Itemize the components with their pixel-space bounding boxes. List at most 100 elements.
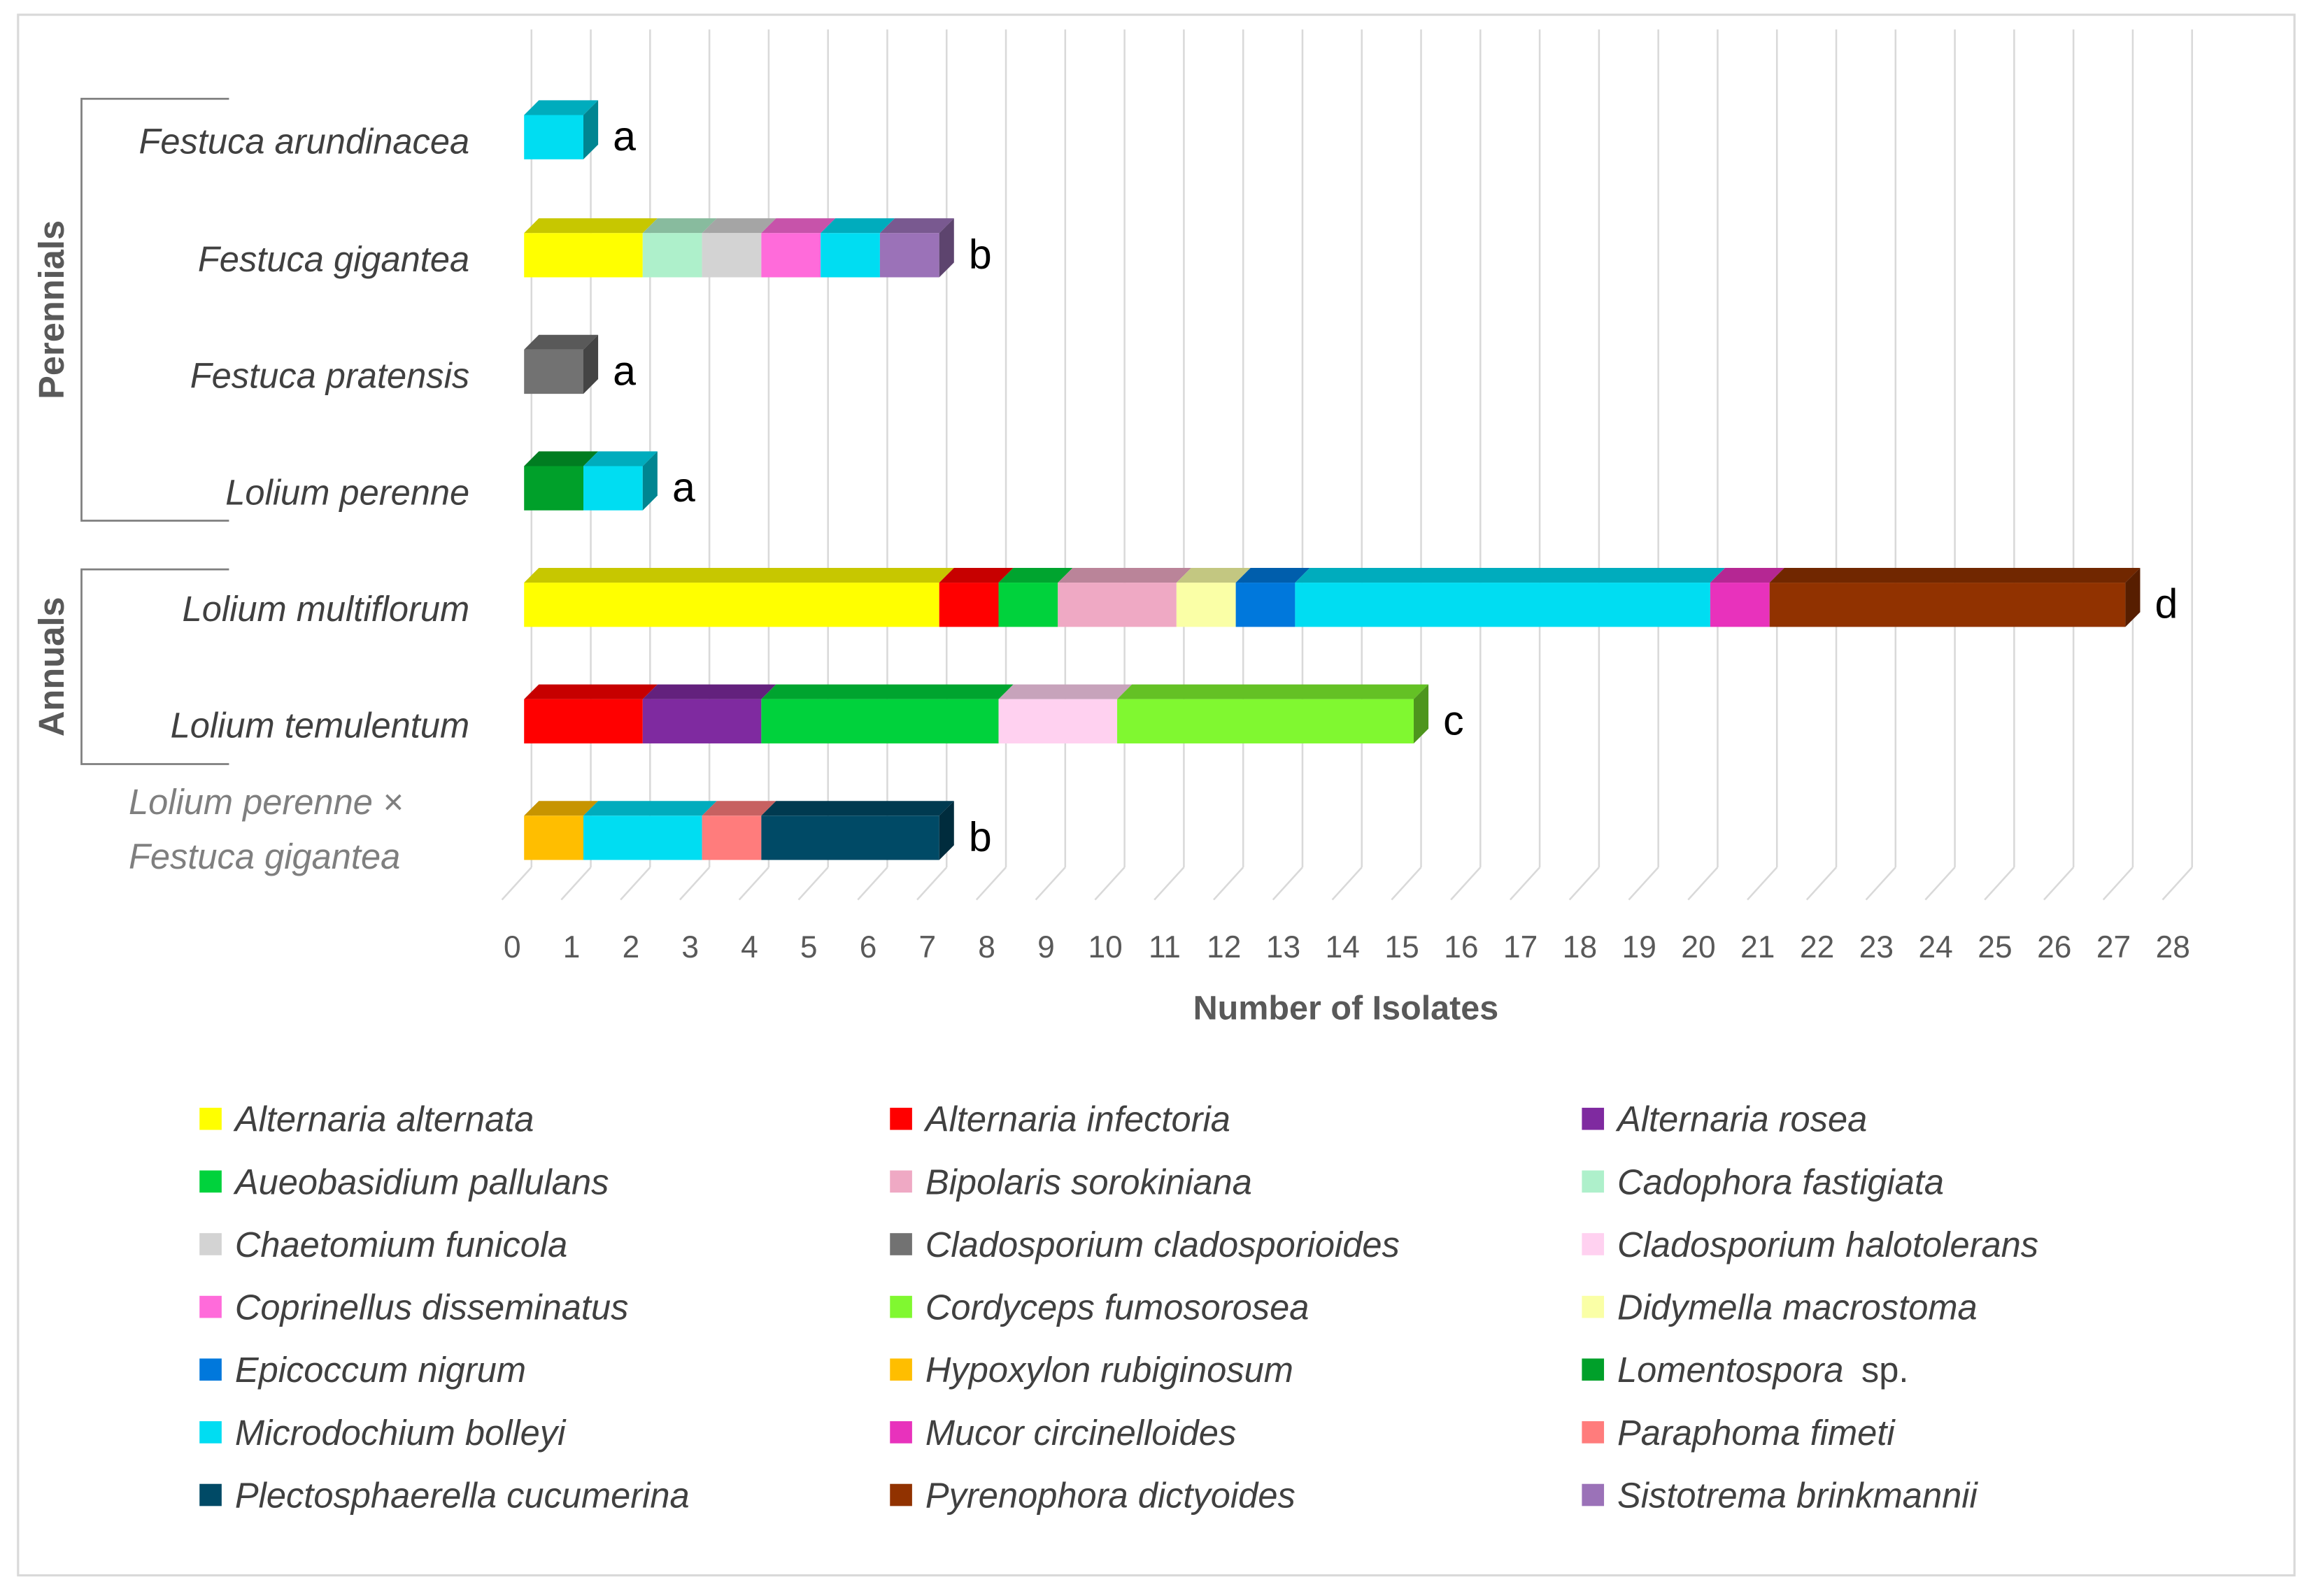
group-bracket xyxy=(80,97,229,522)
legend-label: Cadophora fastigiata xyxy=(1617,1162,1944,1202)
legend-swatch xyxy=(890,1107,912,1130)
legend-item: Aueobasidium pallulans xyxy=(199,1162,609,1202)
bar-segment-top xyxy=(821,218,895,234)
bar-segment xyxy=(642,699,762,743)
bar-segment-top xyxy=(524,451,599,466)
bar-segment-top xyxy=(524,334,599,350)
bar-segment xyxy=(998,699,1118,743)
bar-segment xyxy=(1235,583,1296,627)
x-tick-label: 0 xyxy=(504,930,521,964)
floor-gridline xyxy=(1805,867,1837,901)
category-label: Festuca pratensis xyxy=(190,356,469,396)
legend-swatch xyxy=(890,1483,912,1506)
legend-swatch xyxy=(1582,1233,1605,1255)
legend-label: Pyrenophora dictyoides xyxy=(925,1475,1296,1515)
x-tick-label: 2 xyxy=(623,930,640,964)
floor-gridline xyxy=(1924,867,1956,901)
legend-swatch xyxy=(890,1421,912,1444)
legend-item: Paraphoma fimeti xyxy=(1582,1413,1896,1453)
floor-gridline xyxy=(1272,867,1303,901)
x-tick-label: 14 xyxy=(1326,930,1360,964)
legend-label: Paraphoma fimeti xyxy=(1617,1413,1896,1453)
legend-label: Alternaria infectoria xyxy=(923,1099,1230,1139)
floor-gridline xyxy=(2102,867,2134,901)
x-tick-label: 11 xyxy=(1149,930,1181,964)
bar-segment-top xyxy=(761,801,954,816)
legend-swatch xyxy=(199,1295,222,1318)
bar-segment xyxy=(821,233,880,278)
legend-swatch xyxy=(890,1295,912,1318)
x-tick-label: 7 xyxy=(919,930,937,964)
bar-segment-side xyxy=(583,100,599,159)
legend-label: Cladosporium cladosporioides xyxy=(925,1225,1400,1264)
x-tick-label: 15 xyxy=(1384,930,1419,964)
legend-label: Didymella macrostoma xyxy=(1617,1288,1978,1327)
legend-item: Mucor circinelloides xyxy=(890,1413,1236,1453)
legend-swatch xyxy=(1582,1170,1605,1193)
category-labels: Festuca arundinacea Festuca gigantea Festu… xyxy=(129,121,469,876)
significance-letter: a xyxy=(613,113,636,159)
bar-segment xyxy=(879,233,939,278)
group-bracket xyxy=(80,568,229,765)
significance-letter: c xyxy=(1443,697,1464,743)
floor-gridline xyxy=(1213,867,1244,901)
bar-festuca-arundinacea: a xyxy=(524,100,636,159)
floor-gridline xyxy=(1747,867,1778,901)
floor-gridline xyxy=(1154,867,1185,901)
x-tick-label: 22 xyxy=(1800,930,1834,964)
legend-label: Lomentospora sp. xyxy=(1617,1350,1908,1390)
bar-segment-top xyxy=(761,218,836,234)
floor-gridline xyxy=(1568,867,1600,901)
floor-gridline xyxy=(1984,867,2015,901)
bar-segment-top xyxy=(1295,567,1725,583)
bar-segment-top xyxy=(1769,567,2141,583)
legend-item: Bipolaris sorokiniana xyxy=(890,1162,1252,1202)
legend-item: Coprinellus disseminatus xyxy=(199,1288,628,1327)
bar-segment xyxy=(524,583,939,627)
legend-label: Chaetomium funicola xyxy=(235,1225,567,1264)
floor-gridline xyxy=(1628,867,1659,901)
significance-letter: a xyxy=(613,348,636,394)
x-tick-labels: 0 1 2 3 4 5 6 7 8 9 10 11 12 13 14 15 16 17 18 19 20 21 22 23 24… xyxy=(504,930,2190,964)
legend-item: Chaetomium funicola xyxy=(199,1225,567,1264)
bar-segment-top xyxy=(583,451,658,466)
bar-segment-side xyxy=(939,801,954,860)
bar-segment-top xyxy=(939,567,1014,583)
floor-gridline xyxy=(1331,867,1363,901)
bar-segment-side xyxy=(939,218,954,278)
bar-segment-side xyxy=(2125,567,2141,627)
legend-swatch xyxy=(1582,1358,1605,1381)
legend-swatch xyxy=(199,1483,222,1506)
x-tick-label: 10 xyxy=(1088,930,1123,964)
bar-segment-top xyxy=(761,684,1014,699)
floor-gridline xyxy=(975,867,1007,901)
legend-label: Microdochium bolleyi xyxy=(235,1413,567,1453)
bar-segment-top xyxy=(879,218,954,234)
legend-swatch xyxy=(199,1421,222,1444)
category-label: Festuca arundinacea xyxy=(139,121,470,161)
legend-swatch xyxy=(1582,1107,1605,1130)
bar-segment-top xyxy=(642,218,717,234)
x-tick-label: 26 xyxy=(2037,930,2071,964)
bar-segment xyxy=(524,466,583,511)
x-tick-label: 28 xyxy=(2156,930,2190,964)
category-label: Lolium perenne xyxy=(225,472,469,512)
category-label: Festuca gigantea xyxy=(198,239,469,279)
x-tick-label: 1 xyxy=(563,930,581,964)
floor-gridline xyxy=(1035,867,1066,901)
bar-segment-top xyxy=(583,801,717,816)
x-tick-label: 18 xyxy=(1563,930,1597,964)
x-tick-label: 17 xyxy=(1503,930,1538,964)
bar-segment xyxy=(524,233,643,278)
legend-label: Plectosphaerella cucumerina xyxy=(235,1475,690,1515)
legend-label: Sistotrema brinkmannii xyxy=(1617,1475,1978,1515)
bar-segment xyxy=(524,699,643,743)
group-brackets: Perennials Annuals xyxy=(31,97,229,765)
legend-item: Cladosporium halotolerans xyxy=(1582,1225,2038,1264)
legend-label: Epicoccum nigrum xyxy=(235,1350,526,1390)
bar-segment-top xyxy=(524,801,599,816)
floor-gridline xyxy=(797,867,829,901)
bar-segment xyxy=(524,815,583,860)
legend-item: Alternaria infectoria xyxy=(890,1099,1230,1139)
